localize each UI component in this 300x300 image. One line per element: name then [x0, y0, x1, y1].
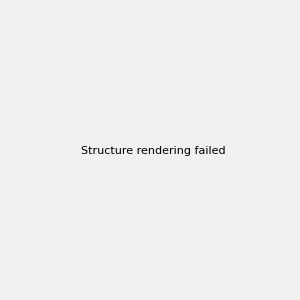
Text: Structure rendering failed: Structure rendering failed [81, 146, 226, 157]
